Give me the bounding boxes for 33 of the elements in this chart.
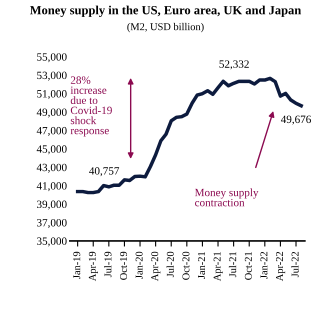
y-tick-label: 45,000 <box>36 145 67 154</box>
y-tick-label: 47,000 <box>36 126 67 136</box>
annotation: Money supply contraction <box>194 188 258 206</box>
x-tick-label: Apr-22 <box>276 252 286 282</box>
x-tick-label: Jan-21 <box>198 252 206 279</box>
annotation: 28% increase due to Covid-19 shock response <box>70 76 112 137</box>
x-tick-label: Jul-19 <box>104 252 112 278</box>
y-tick-label: 37,000 <box>37 218 67 228</box>
chart-subtitle: (M2, USD billion) <box>127 22 204 32</box>
chart-title: Money supply in the US, Euro area, UK and Japan <box>30 6 302 17</box>
x-tick-label: Oct-21 <box>244 252 252 280</box>
y-tick-label: 49,000 <box>36 108 67 118</box>
y-tick-label: 35,000 <box>37 237 67 246</box>
annotation: 49,676 <box>280 116 311 125</box>
x-tick-label: Oct-19 <box>120 252 128 280</box>
y-tick-label: 41,000 <box>36 182 67 192</box>
y-tick-label: 43,000 <box>36 164 67 173</box>
y-tick-label: 51,000 <box>37 90 67 100</box>
x-tick-label: Jul-20 <box>166 252 174 278</box>
annotation: 40,757 <box>89 167 120 176</box>
x-tick-label: Jan-19 <box>73 252 80 279</box>
x-tick-label: Jan-20 <box>136 252 143 279</box>
y-tick-label: 53,000 <box>37 72 67 81</box>
annotation: 52,332 <box>220 60 249 70</box>
x-tick-label: Jul-21 <box>228 252 236 278</box>
x-tick-label: Apr-20 <box>151 252 160 282</box>
x-tick-label: Apr-21 <box>214 252 223 282</box>
x-tick-label: Apr-19 <box>88 252 98 282</box>
x-tick-label: Jan-22 <box>260 252 268 279</box>
x-tick-label: Jul-22 <box>291 252 299 278</box>
x-tick-label: Oct-20 <box>182 252 190 280</box>
y-tick-label: 55,000 <box>37 53 67 62</box>
y-tick-label: 39,000 <box>37 200 67 210</box>
